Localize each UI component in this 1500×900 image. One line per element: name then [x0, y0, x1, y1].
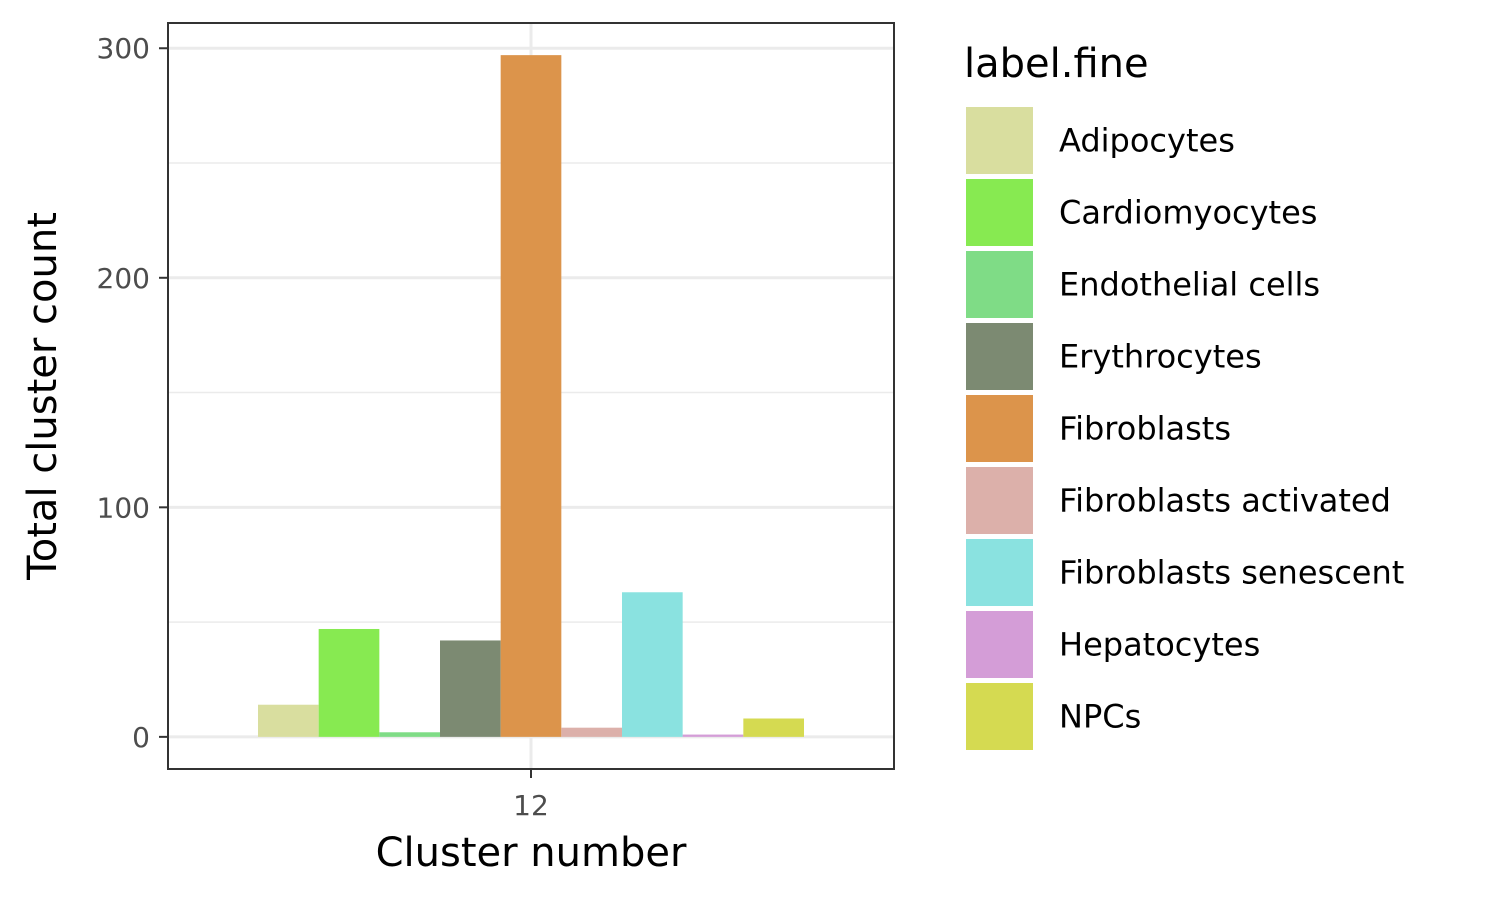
legend-title: label.fine: [964, 41, 1149, 87]
y-axis-title: Total cluster count: [20, 212, 66, 581]
y-tick-label: 300: [97, 32, 150, 65]
legend-label: Hepatocytes: [1059, 626, 1260, 664]
bars-group: [258, 55, 804, 737]
legend-label: Adipocytes: [1059, 122, 1235, 160]
legend-label: Fibroblasts activated: [1059, 482, 1391, 520]
x-axis-title: Cluster number: [376, 830, 687, 876]
legend-key-cardiomyocytes: [966, 179, 1033, 246]
y-tick-label: 200: [97, 262, 150, 295]
bar-hepatocytes: [682, 734, 744, 737]
legend-key-fibroblasts: [966, 395, 1033, 462]
legend-key-fibroblasts-senescent: [966, 539, 1033, 606]
bar-adipocytes: [258, 704, 319, 737]
legend: label.fine Adipocytes Cardiomyocytes Endot…: [964, 41, 1404, 750]
x-tick-label: 12: [513, 789, 549, 822]
bar-endothelial-cells: [379, 732, 440, 737]
legend-key-npcs: [966, 683, 1033, 750]
y-tick-label: 100: [97, 491, 150, 524]
bar-cardiomyocytes: [318, 628, 380, 737]
legend-key-endothelial-cells: [966, 251, 1033, 318]
bar-npcs: [743, 718, 804, 737]
legend-label: Erythrocytes: [1059, 338, 1262, 376]
y-tick-label: 0: [132, 721, 150, 754]
bar-fibroblasts-senescent: [622, 592, 683, 737]
legend-label: Endothelial cells: [1059, 266, 1320, 304]
legend-label: Cardiomyocytes: [1059, 194, 1317, 232]
x-axis: 12: [513, 769, 549, 822]
y-axis: 0 100 200 300: [97, 32, 168, 754]
legend-key-fibroblasts-activated: [966, 467, 1033, 534]
bar-fibroblasts-activated: [561, 727, 622, 737]
legend-label: Fibroblasts senescent: [1059, 554, 1404, 592]
bar-fibroblasts: [500, 55, 562, 737]
bar-erythrocytes: [440, 640, 501, 737]
legend-key-erythrocytes: [966, 323, 1033, 390]
legend-key-adipocytes: [966, 107, 1033, 174]
legend-label: NPCs: [1059, 698, 1141, 736]
legend-key-hepatocytes: [966, 611, 1033, 678]
legend-label: Fibroblasts: [1059, 410, 1231, 448]
